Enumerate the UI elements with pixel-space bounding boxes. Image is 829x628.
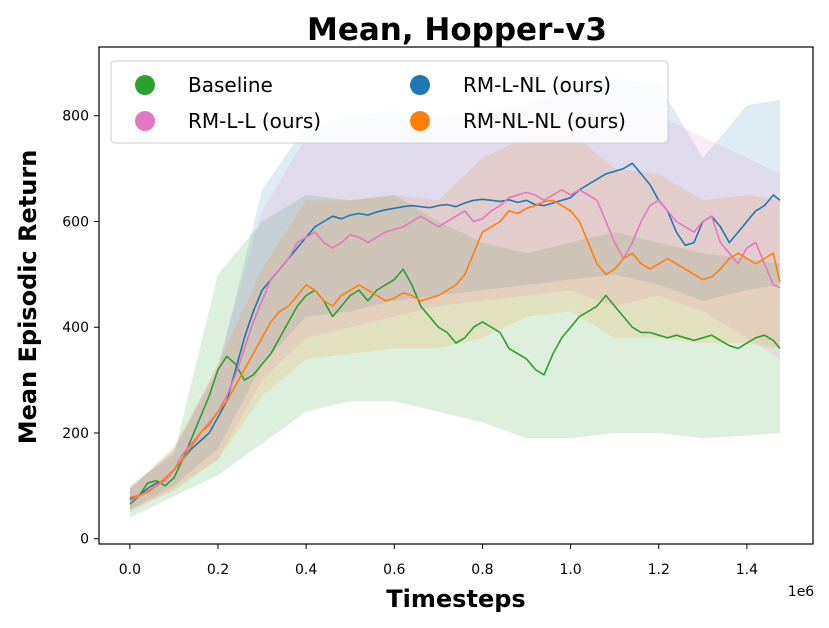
legend-marker-rm-l-l — [135, 111, 155, 131]
axis-ticks: 0.0 0.2 0.4 0.6 0.8 1.0 1.2 1.4 0 200 400 600 800 — [62, 109, 758, 578]
band-rm-l-l — [129, 89, 780, 513]
x-tick-label: 0.2 — [207, 562, 229, 578]
y-tick-label: 600 — [62, 214, 89, 230]
y-axis-label: Mean Episodic Return — [14, 150, 42, 445]
legend: Baseline RM-L-L (ours) RM-L-NL (ours) RM… — [110, 60, 669, 144]
x-tick-label: 1.2 — [648, 562, 670, 578]
legend-marker-rm-l-nl — [410, 75, 430, 95]
legend-label-rm-l-nl: RM-L-NL (ours) — [463, 73, 611, 97]
line-rm-nl-nl — [129, 199, 781, 499]
x-tick-label: 0.8 — [471, 562, 493, 578]
legend-label-baseline: Baseline — [188, 73, 273, 97]
plot-frame — [98, 46, 814, 545]
legend-marker-rm-nl-nl — [410, 111, 430, 131]
legend-label-rm-l-l: RM-L-L (ours) — [188, 109, 321, 133]
y-tick-label: 200 — [62, 426, 89, 442]
plot-area — [129, 78, 781, 518]
x-tick-label: 1.4 — [736, 562, 758, 578]
line-rm-l-nl — [129, 162, 781, 500]
line-rm-l-l — [129, 189, 781, 502]
y-tick-label: 400 — [62, 320, 89, 336]
chart-title: Mean, Hopper-v3 — [307, 12, 607, 48]
band-rm-nl-nl — [129, 131, 780, 510]
x-tick-label: 0.6 — [383, 562, 405, 578]
legend-box — [110, 60, 669, 144]
x-tick-label: 0.4 — [295, 562, 317, 578]
x-tick-label: 0.0 — [119, 562, 141, 578]
y-tick-label: 800 — [62, 109, 89, 125]
x-offset-label: 1e6 — [788, 584, 815, 600]
legend-marker-baseline — [135, 75, 155, 95]
x-tick-label: 1.0 — [559, 562, 581, 578]
x-axis-label: Timesteps — [386, 585, 525, 613]
y-tick-label: 0 — [80, 532, 89, 548]
band-baseline — [129, 195, 780, 518]
line-baseline — [129, 268, 781, 505]
legend-label-rm-nl-nl: RM-NL-NL (ours) — [463, 109, 626, 133]
band-rm-l-nl — [129, 78, 780, 510]
